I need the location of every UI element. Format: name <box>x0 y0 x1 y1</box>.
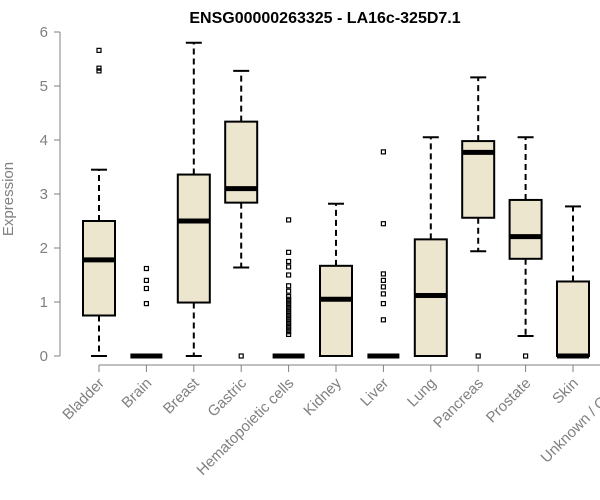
outlier-point <box>286 312 292 319</box>
outlier-point <box>286 318 292 324</box>
chart-title: ENSG00000263325 - LA16c-325D7.1 <box>189 10 460 27</box>
outlier-point <box>286 315 292 321</box>
x-tick-label: Gastric <box>204 374 250 420</box>
outlier-point <box>286 326 292 332</box>
iqr-box <box>319 264 353 358</box>
outlier-point <box>286 302 292 308</box>
box-group <box>272 217 305 359</box>
box-group <box>82 47 116 357</box>
outlier-point <box>380 277 386 283</box>
y-tick-label: 4 <box>40 132 48 149</box>
box-group <box>461 76 496 359</box>
outlier-point <box>380 221 386 227</box>
outlier-point <box>286 329 292 335</box>
iqr-box <box>82 220 116 317</box>
outlier-point <box>286 272 292 278</box>
outlier-point <box>380 149 386 155</box>
outlier-point <box>286 258 292 265</box>
outlier-point <box>286 310 292 316</box>
x-tick-label: Kidney <box>300 374 345 419</box>
x-tick-label: Brain <box>118 375 155 412</box>
outlier-point <box>286 321 292 327</box>
outlier-point <box>96 65 102 71</box>
box-group <box>508 136 543 359</box>
x-tick-label: Liver <box>357 375 392 410</box>
box-group <box>224 69 259 359</box>
outlier-point <box>380 317 386 323</box>
box-group <box>367 149 400 359</box>
outlier-point <box>143 301 149 307</box>
outlier-point <box>286 323 292 329</box>
outlier-point <box>143 277 149 283</box>
outlier-point <box>143 285 149 292</box>
x-tick-label: Bladder <box>59 375 108 424</box>
outlier-point <box>380 271 386 277</box>
box-group <box>413 136 448 357</box>
box-group <box>176 41 211 357</box>
outlier-point <box>380 291 386 297</box>
x-tick-label: Prostate <box>483 375 535 427</box>
outlier-point <box>475 353 481 359</box>
outlier-point <box>286 264 292 270</box>
outlier-point <box>286 331 292 337</box>
box-group <box>556 205 590 359</box>
y-axis-label: Expression <box>0 162 17 236</box>
outlier-point <box>286 249 292 255</box>
y-tick-label: 0 <box>40 348 48 365</box>
outlier-point <box>286 307 292 313</box>
outlier-point <box>286 294 292 300</box>
y-tick-label: 5 <box>40 78 48 95</box>
iqr-box <box>508 198 543 260</box>
outlier-point <box>380 301 386 307</box>
outlier-point <box>522 353 529 359</box>
outlier-point <box>286 299 292 305</box>
y-tick-label: 1 <box>40 294 48 311</box>
outlier-point <box>143 265 149 272</box>
iqr-box <box>176 173 211 304</box>
box-group <box>319 202 353 358</box>
box-group <box>130 265 163 359</box>
outlier-point <box>286 283 292 289</box>
y-tick-label: 3 <box>40 186 48 203</box>
x-tick-label: Breast <box>160 374 203 417</box>
outlier-point <box>286 217 292 223</box>
x-tick-label: Pancreas <box>430 375 487 432</box>
outlier-point <box>96 47 102 53</box>
outlier-point <box>286 288 292 294</box>
outlier-point <box>286 304 292 310</box>
outlier-point <box>96 68 102 74</box>
outlier-point <box>238 353 244 359</box>
outlier-point <box>380 284 386 290</box>
y-tick-label: 2 <box>40 240 48 257</box>
x-tick-label: Lung <box>404 375 440 411</box>
box-marks <box>82 41 590 359</box>
outlier-point <box>286 296 292 302</box>
x-tick-label: Skin <box>549 375 582 408</box>
iqr-box <box>556 280 590 358</box>
y-tick-label: 6 <box>40 24 48 41</box>
